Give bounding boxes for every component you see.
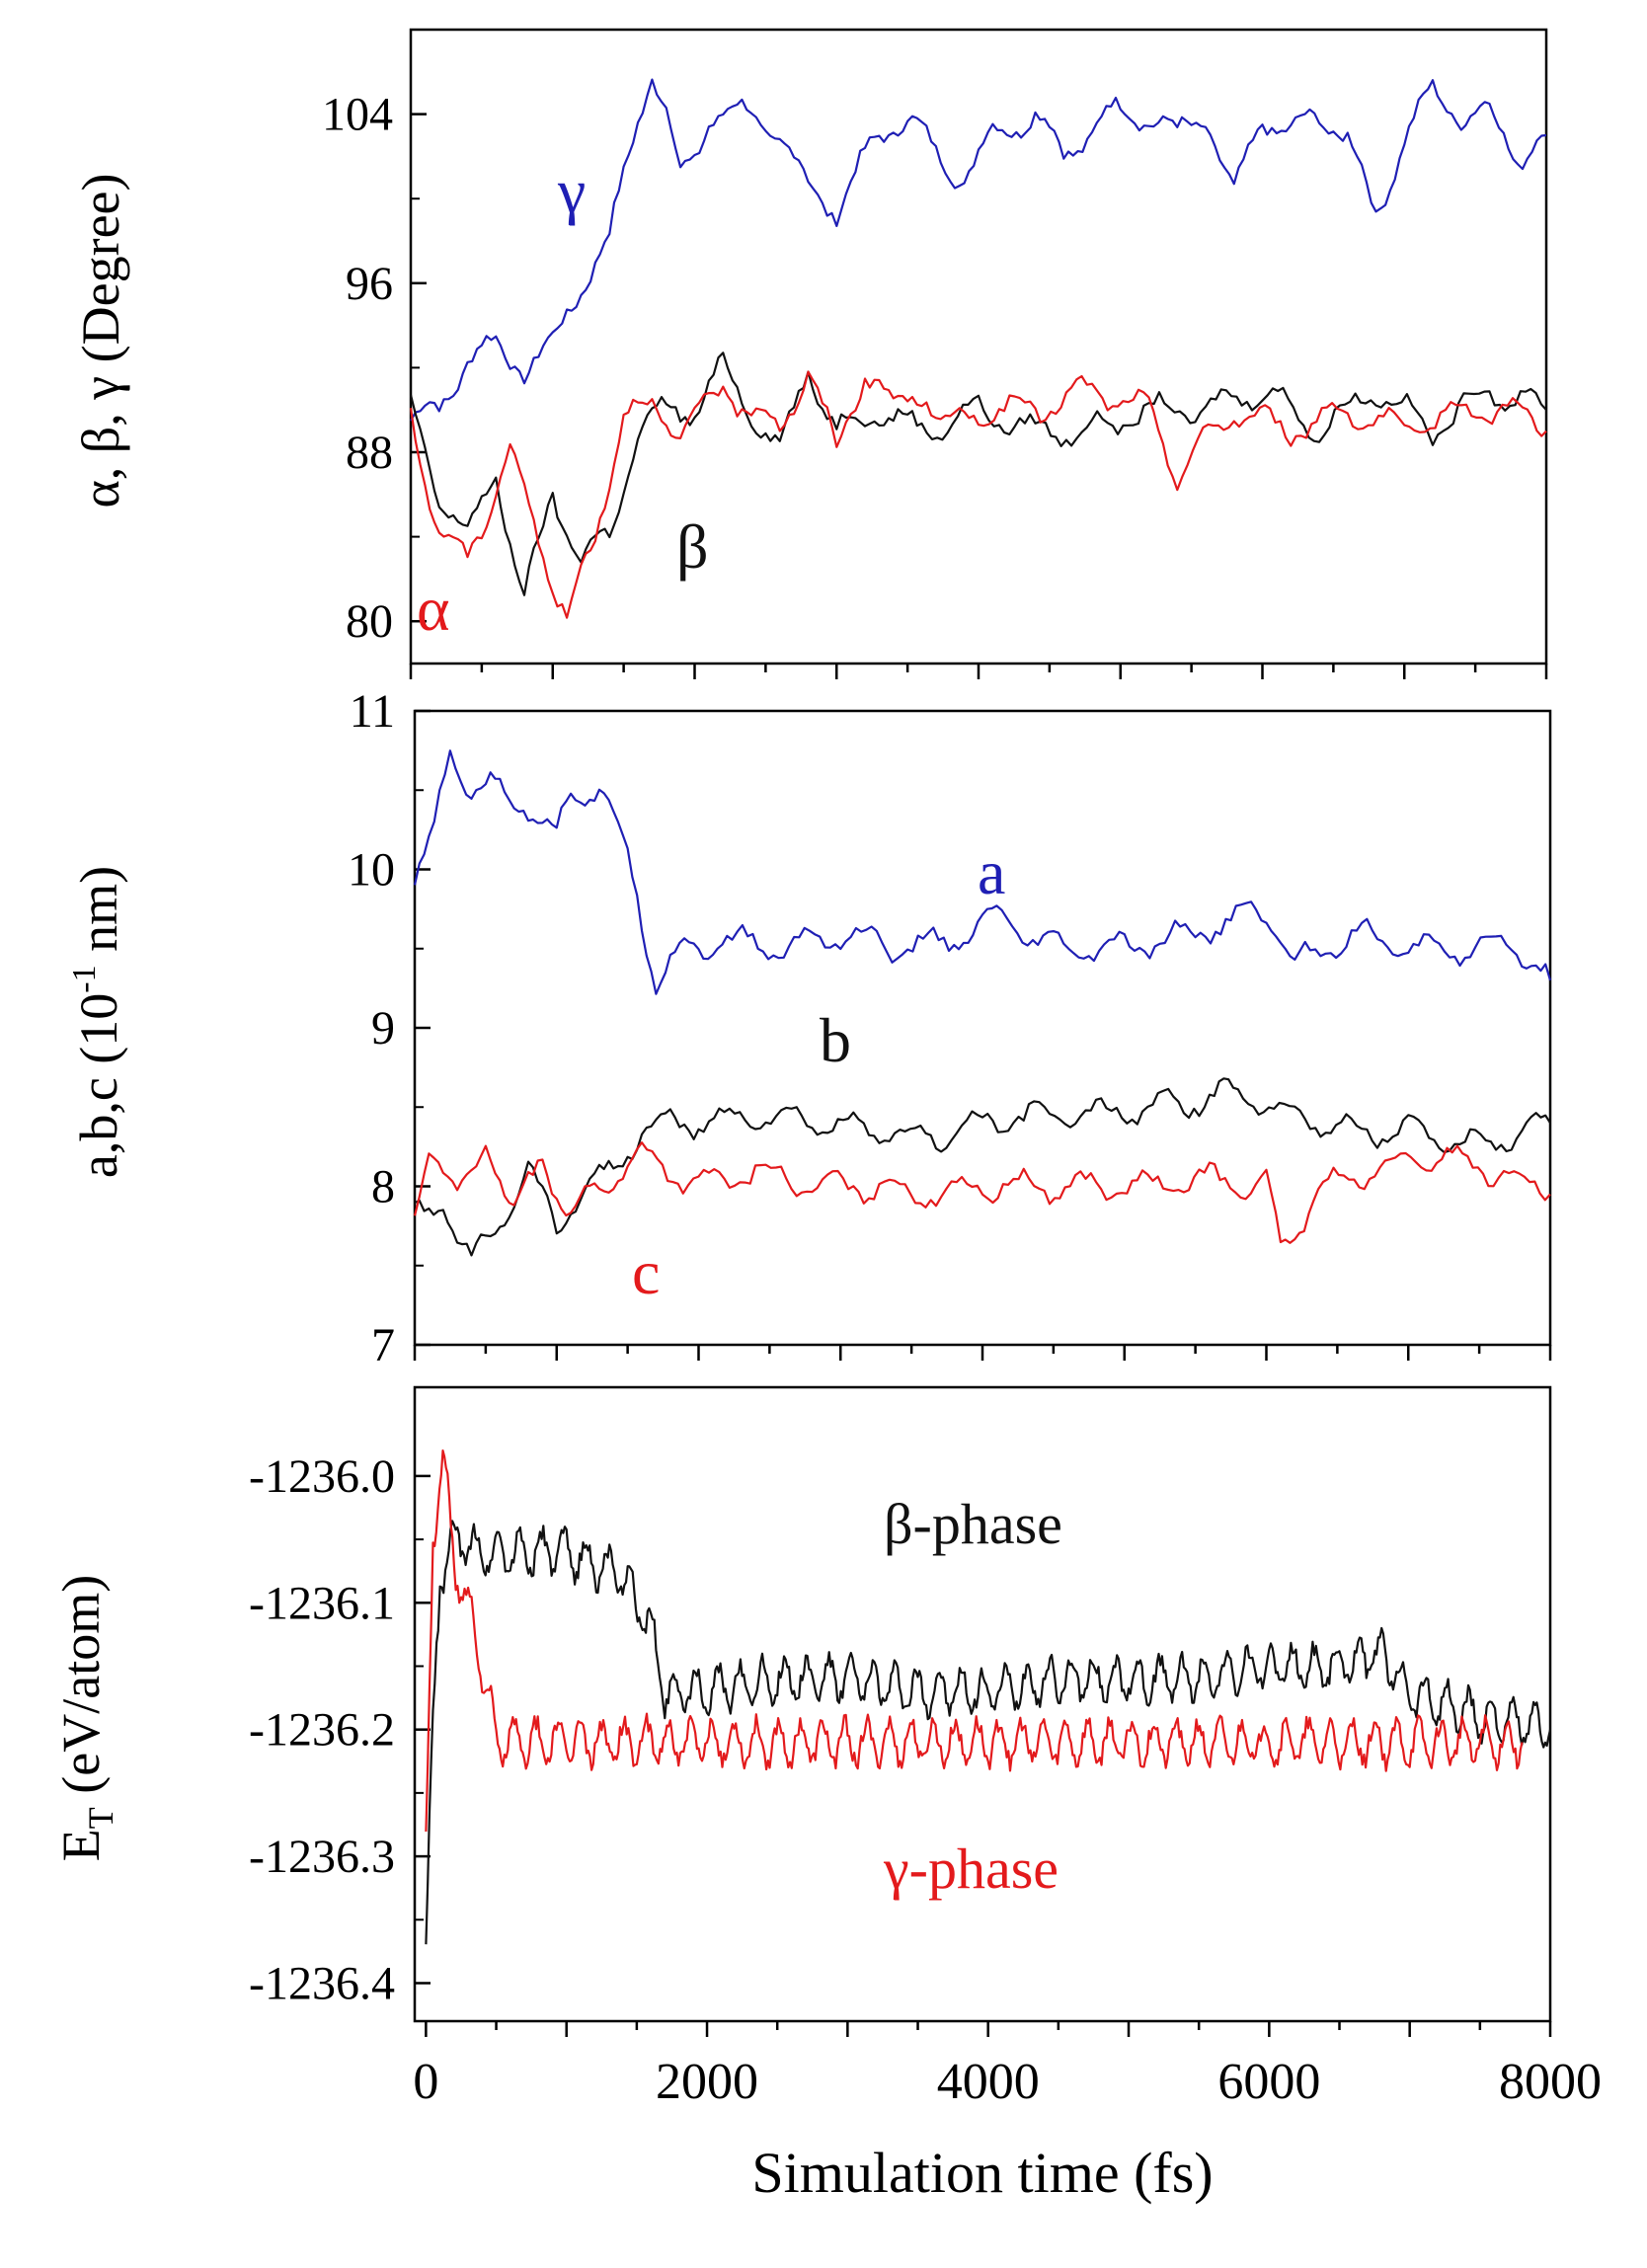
label-gamma-phase: γ-phase [883, 1837, 1059, 1901]
label-gamma: γ [557, 156, 586, 226]
y-tick-label: -1236.1 [249, 1577, 395, 1629]
panel-lattice: 7 8 9 10 11 a,b,c (10-1 nm) a b c [66, 685, 1552, 1371]
series-line-1-2 [409, 352, 1547, 596]
panel-lattice-ylabel: a,b,c (10-1 nm) [66, 866, 128, 1178]
y-tick-label: 80 [346, 595, 393, 648]
series-line-3-2 [425, 1449, 1524, 1833]
panel-energy-ticks: -1236.4 -1236.3 -1236.2 -1236.1 -1236.0 0 2000… [249, 1450, 1602, 2110]
label-alpha: α [417, 574, 450, 644]
lattice-ylabel-main: a,b,c (10 [69, 993, 128, 1178]
x-tick-label: 4000 [937, 2054, 1040, 2110]
y-tick-label: 9 [371, 1002, 395, 1055]
label-a: a [978, 837, 1005, 907]
series-line-2-3 [413, 1141, 1551, 1244]
x-tick-label: 6000 [1217, 2054, 1320, 2110]
y-tick-label: 88 [346, 427, 393, 479]
energy-ylabel-main: E [51, 1829, 111, 1861]
y-tick-label: 96 [346, 258, 393, 310]
panel-energy-series [425, 1449, 1552, 1945]
x-tick-label: 8000 [1499, 2054, 1602, 2110]
series-line-1-3 [409, 370, 1547, 619]
y-tick-label: 8 [371, 1161, 395, 1213]
y-tick-label: 10 [348, 844, 395, 897]
xaxis-label: Simulation time (fs) [751, 2141, 1213, 2205]
energy-ylabel-tail: (eV/atom) [51, 1575, 111, 1807]
y-tick-label: -1236.3 [249, 1831, 395, 1883]
series-line-2-1 [413, 749, 1552, 995]
lattice-ylabel-sup: -1 [66, 965, 103, 992]
y-tick-label: -1236.4 [249, 1957, 395, 2009]
panel-lattice-series [413, 749, 1552, 1257]
y-tick-label: -1236.2 [249, 1704, 395, 1757]
label-beta: β [676, 511, 709, 582]
label-c: c [632, 1237, 660, 1307]
x-tick-label: 0 [413, 2054, 438, 2110]
y-tick-label: 104 [322, 89, 393, 141]
energy-ylabel-sub: T [81, 1807, 120, 1829]
panel-energy-ylabel: ET (eV/atom) [51, 1575, 120, 1861]
panel-angles-ticks: 80 88 96 104 [322, 89, 1548, 679]
series-line-2-2 [414, 1077, 1551, 1257]
panel-energy-frame [413, 1385, 1552, 2023]
panel-angles: 80 88 96 104 α, β, γ (Degree) γ β α [71, 28, 1548, 679]
panel-energy: -1236.4 -1236.3 -1236.2 -1236.1 -1236.0 0 2000… [51, 1385, 1602, 2205]
y-tick-label: 7 [371, 1319, 395, 1371]
series-line-3-1 [425, 1520, 1552, 1945]
y-tick-label: -1236.0 [249, 1450, 395, 1503]
x-tick-label: 2000 [656, 2054, 758, 2110]
panel-lattice-ticks: 7 8 9 10 11 [348, 685, 1552, 1371]
label-beta-phase: β-phase [884, 1492, 1062, 1556]
panel-angles-series [409, 78, 1547, 619]
y-tick-label: 11 [350, 685, 395, 738]
panel-angles-ylabel: α, β, γ (Degree) [71, 174, 130, 508]
series-line-1-1 [410, 78, 1547, 422]
lattice-ylabel-tail: nm) [69, 866, 128, 966]
label-b: b [820, 1005, 851, 1075]
